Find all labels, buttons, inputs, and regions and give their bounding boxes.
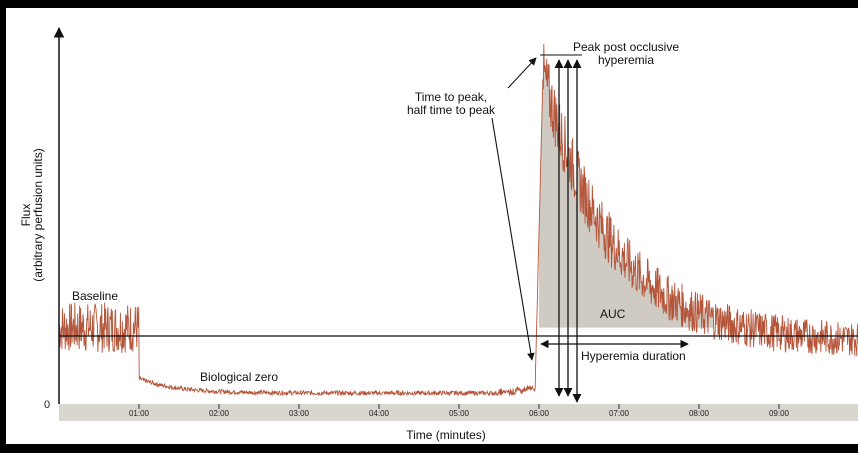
auc-area: [539, 44, 715, 328]
x-axis-title: Time (minutes): [406, 428, 486, 442]
x-tick-label: 05:00: [449, 409, 470, 418]
x-axis-band: [59, 404, 858, 421]
auc-label: AUC: [600, 307, 626, 321]
y-axis-title-line-1: Flux: [19, 204, 33, 227]
x-tick-label: 01:00: [129, 409, 150, 418]
peak-label-2: hyperemia: [598, 53, 654, 67]
hyperemia-duration-label: Hyperemia duration: [581, 349, 686, 363]
time-to-peak-arrow-up: [507, 57, 537, 89]
time-to-peak-arrow-down: [491, 117, 535, 361]
x-tick-label: 06:00: [529, 409, 550, 418]
x-tick-label: 04:00: [369, 409, 390, 418]
x-ticks: 01:00 02:00 03:00 04:00 05:00 06:00 07:00 08:00…: [129, 404, 790, 418]
y-zero-label: 0: [44, 399, 50, 411]
x-tick-label: 09:00: [769, 409, 790, 418]
x-tick-label: 07:00: [609, 409, 630, 418]
flux-series-line: [58, 44, 858, 397]
x-tick-label: 03:00: [289, 409, 310, 418]
biological-zero-label: Biological zero: [200, 370, 278, 384]
time-to-peak-label-1: Time to peak,: [415, 90, 487, 104]
chart-background: [6, 8, 858, 444]
peak-label-1: Peak post occlusive: [573, 40, 679, 54]
x-tick-label: 08:00: [689, 409, 710, 418]
time-to-peak-label-2: half time to peak: [407, 103, 496, 117]
y-axis-title-line-2: (arbitrary perfusion units): [31, 148, 45, 281]
x-tick-label: 02:00: [209, 409, 230, 418]
baseline-label: Baseline: [72, 289, 118, 303]
